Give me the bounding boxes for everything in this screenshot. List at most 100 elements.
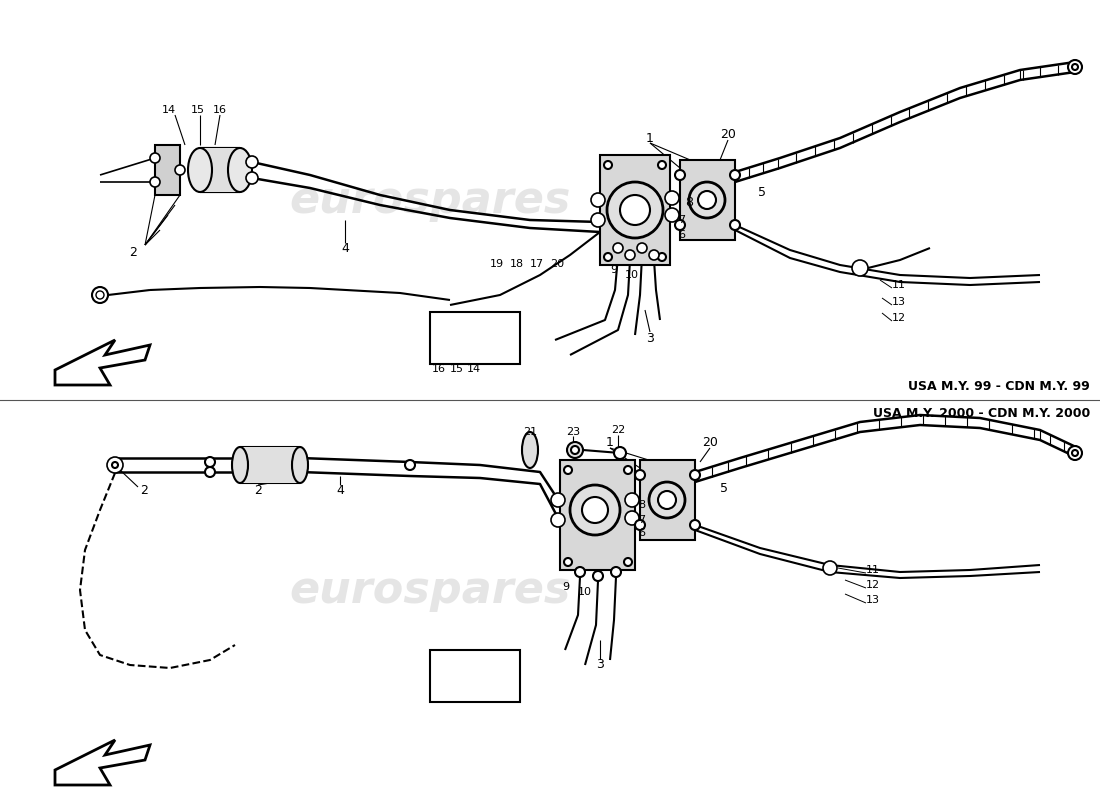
- Polygon shape: [55, 340, 150, 385]
- Circle shape: [205, 457, 214, 467]
- Circle shape: [625, 250, 635, 260]
- Text: 12: 12: [866, 580, 880, 590]
- Circle shape: [614, 447, 626, 459]
- Text: 11: 11: [866, 565, 880, 575]
- Text: 20: 20: [550, 259, 564, 269]
- Text: 1: 1: [646, 131, 653, 145]
- Bar: [430, 312, 520, 364]
- Circle shape: [571, 446, 579, 454]
- Circle shape: [823, 561, 837, 575]
- Text: 4: 4: [341, 242, 349, 254]
- Text: 11: 11: [892, 280, 906, 290]
- Bar: [680, 160, 735, 240]
- Circle shape: [649, 482, 685, 518]
- Polygon shape: [55, 740, 150, 785]
- Circle shape: [637, 243, 647, 253]
- Text: 21: 21: [522, 427, 537, 437]
- Text: 6: 6: [678, 230, 685, 240]
- Text: eurospares: eurospares: [289, 178, 571, 222]
- Bar: [600, 155, 670, 265]
- Circle shape: [405, 460, 415, 470]
- Circle shape: [604, 161, 612, 169]
- Circle shape: [566, 442, 583, 458]
- Ellipse shape: [292, 447, 308, 483]
- Circle shape: [730, 170, 740, 180]
- Circle shape: [175, 165, 185, 175]
- Circle shape: [1072, 64, 1078, 70]
- Text: 16: 16: [432, 364, 446, 374]
- Circle shape: [92, 287, 108, 303]
- Circle shape: [625, 511, 639, 525]
- Text: 3: 3: [646, 331, 653, 345]
- Text: 17: 17: [530, 259, 544, 269]
- Circle shape: [564, 466, 572, 474]
- Circle shape: [570, 485, 620, 535]
- Circle shape: [675, 220, 685, 230]
- Circle shape: [112, 462, 118, 468]
- Circle shape: [620, 195, 650, 225]
- Text: 3: 3: [596, 658, 604, 671]
- Circle shape: [635, 520, 645, 530]
- Circle shape: [689, 182, 725, 218]
- Text: 18: 18: [510, 259, 524, 269]
- Text: 12: 12: [892, 313, 906, 323]
- Circle shape: [666, 208, 679, 222]
- Bar: [560, 460, 635, 570]
- Text: 22: 22: [610, 425, 625, 435]
- Circle shape: [551, 513, 565, 527]
- Circle shape: [582, 497, 608, 523]
- Text: 9: 9: [562, 582, 569, 592]
- Text: 10: 10: [578, 587, 592, 597]
- Text: 6: 6: [638, 528, 645, 538]
- Text: 9: 9: [610, 265, 617, 275]
- Ellipse shape: [228, 148, 252, 192]
- Circle shape: [730, 220, 740, 230]
- Text: 14: 14: [162, 105, 176, 115]
- Text: 8: 8: [638, 500, 645, 510]
- Ellipse shape: [232, 447, 248, 483]
- Text: 7: 7: [638, 515, 645, 525]
- Circle shape: [658, 491, 676, 509]
- Text: 15: 15: [191, 105, 205, 115]
- Text: 2: 2: [140, 483, 147, 497]
- Text: 5: 5: [720, 482, 728, 494]
- Text: 14: 14: [468, 364, 481, 374]
- Circle shape: [635, 470, 645, 480]
- Circle shape: [575, 567, 585, 577]
- Circle shape: [604, 253, 612, 261]
- Text: 20: 20: [702, 437, 718, 450]
- Circle shape: [564, 558, 572, 566]
- Circle shape: [107, 457, 123, 473]
- Text: USA M.Y. 2000 - CDN M.Y. 2000: USA M.Y. 2000 - CDN M.Y. 2000: [872, 407, 1090, 420]
- Circle shape: [551, 493, 565, 507]
- Text: 8: 8: [685, 195, 693, 209]
- Circle shape: [624, 466, 632, 474]
- Bar: [200, 148, 240, 192]
- Circle shape: [1068, 60, 1082, 74]
- Circle shape: [690, 520, 700, 530]
- Circle shape: [658, 253, 666, 261]
- Text: 19: 19: [490, 259, 504, 269]
- Circle shape: [246, 156, 258, 168]
- Circle shape: [613, 243, 623, 253]
- Text: 23: 23: [565, 427, 580, 437]
- Circle shape: [625, 493, 639, 507]
- Text: 7: 7: [678, 215, 685, 225]
- Circle shape: [675, 170, 685, 180]
- Bar: [240, 447, 300, 483]
- Circle shape: [658, 161, 666, 169]
- Circle shape: [150, 177, 160, 187]
- Circle shape: [607, 182, 663, 238]
- Circle shape: [690, 470, 700, 480]
- Text: 10: 10: [625, 270, 639, 280]
- Text: 1: 1: [606, 437, 614, 450]
- Text: 4: 4: [337, 483, 344, 497]
- Text: USA M.Y. 99 - CDN M.Y. 99: USA M.Y. 99 - CDN M.Y. 99: [909, 380, 1090, 393]
- Circle shape: [666, 191, 679, 205]
- Ellipse shape: [522, 432, 538, 468]
- Bar: [430, 650, 520, 702]
- Circle shape: [591, 213, 605, 227]
- Circle shape: [610, 567, 621, 577]
- Text: 2: 2: [129, 246, 136, 258]
- Text: 20: 20: [720, 129, 736, 142]
